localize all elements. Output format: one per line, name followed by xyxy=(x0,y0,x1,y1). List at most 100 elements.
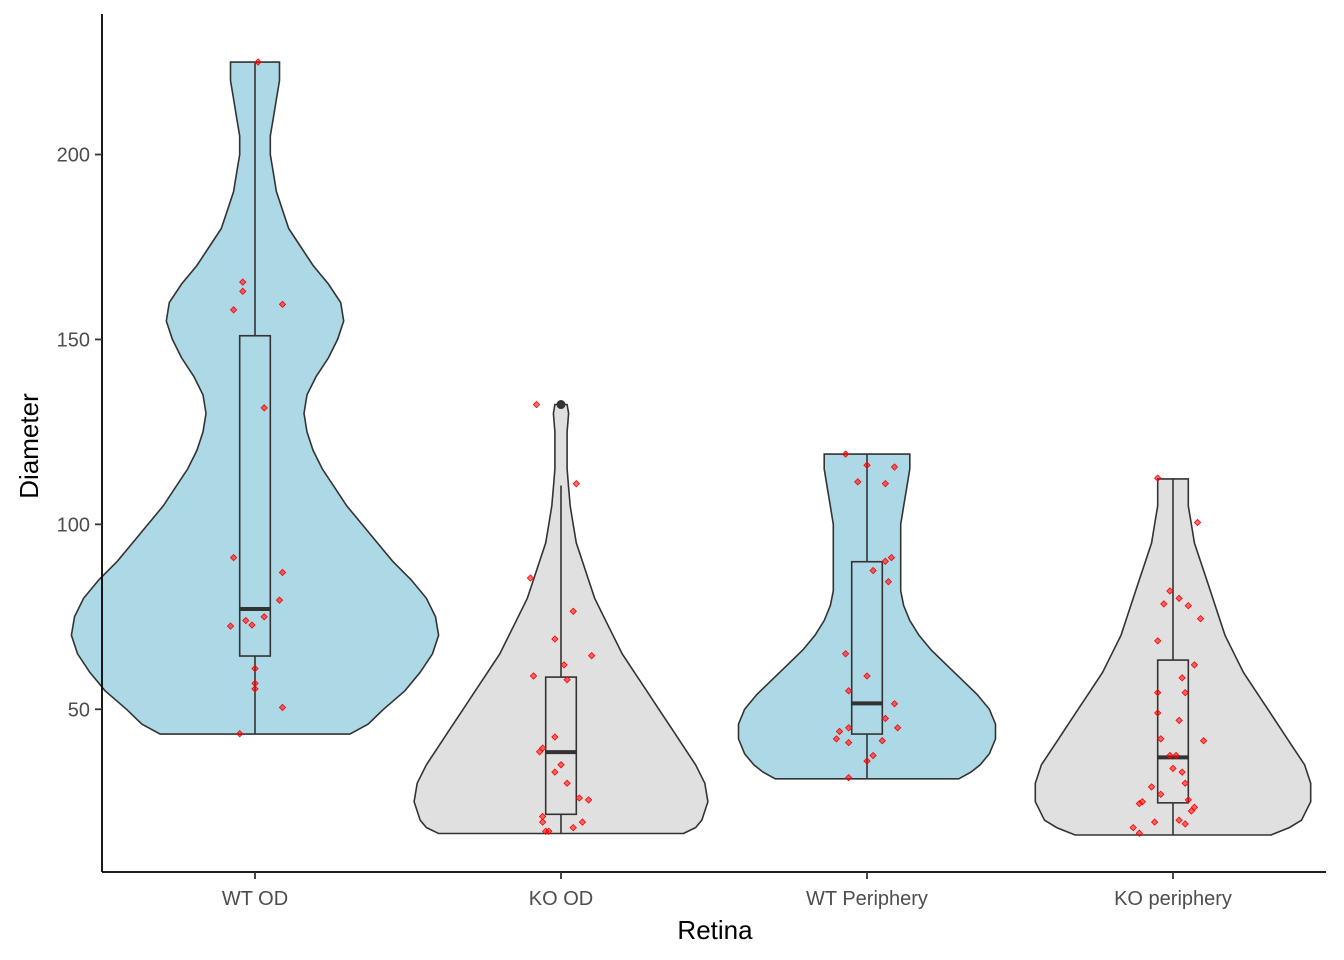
iqr-box xyxy=(544,676,578,816)
data-point xyxy=(575,794,584,802)
data-point xyxy=(251,685,259,693)
data-point xyxy=(538,818,547,826)
data-point xyxy=(1190,661,1199,669)
data-point xyxy=(242,616,250,625)
data-point xyxy=(1193,518,1202,527)
data-point xyxy=(1135,799,1144,808)
data-point xyxy=(1160,600,1168,608)
data-point xyxy=(841,450,850,458)
y-axis-title: Diameter xyxy=(14,393,44,499)
data-point xyxy=(835,727,844,736)
data-point xyxy=(572,480,580,488)
data-point xyxy=(1153,688,1162,697)
data-point xyxy=(278,703,287,712)
data-point xyxy=(584,796,593,804)
data-point xyxy=(560,661,568,669)
data-point xyxy=(1147,783,1156,791)
data-point xyxy=(844,724,853,732)
x-tick-label: KO periphery xyxy=(1114,888,1232,910)
data-point xyxy=(569,823,577,832)
data-point xyxy=(229,553,238,562)
data-point xyxy=(1175,594,1183,603)
data-point xyxy=(844,687,853,695)
data-point xyxy=(1157,790,1165,798)
outlier-point xyxy=(556,400,566,410)
data-point xyxy=(1181,688,1189,697)
data-point xyxy=(1181,779,1189,787)
data-point xyxy=(538,812,547,821)
data-point xyxy=(529,672,538,680)
data-point xyxy=(844,738,853,747)
data-point xyxy=(563,779,571,787)
data-point xyxy=(1166,587,1174,595)
data-point xyxy=(844,774,853,782)
y-tick-label: 150 xyxy=(57,329,90,351)
data-point xyxy=(551,768,559,776)
data-point xyxy=(260,613,268,621)
data-point xyxy=(878,737,886,745)
data-point xyxy=(1196,615,1205,623)
data-point xyxy=(1150,818,1159,826)
data-point xyxy=(1178,674,1186,682)
data-point xyxy=(1157,735,1165,743)
data-point xyxy=(1175,716,1183,725)
data-point xyxy=(1169,764,1177,773)
data-point xyxy=(863,461,871,469)
data-point xyxy=(1178,768,1186,776)
data-point xyxy=(278,300,287,309)
data-point xyxy=(254,58,262,66)
data-point xyxy=(526,574,535,582)
data-point xyxy=(1184,796,1192,804)
x-tick-label: WT Periphery xyxy=(806,888,928,910)
data-point xyxy=(557,761,565,769)
data-point xyxy=(1154,637,1162,645)
data-point xyxy=(251,679,259,688)
data-point xyxy=(248,621,256,629)
boxplot-layer xyxy=(238,62,1190,836)
data-point xyxy=(890,463,899,471)
data-point xyxy=(229,306,238,314)
data-point xyxy=(890,700,899,708)
data-point xyxy=(841,650,850,658)
data-point xyxy=(887,553,896,562)
data-point xyxy=(542,827,550,835)
data-point xyxy=(1129,823,1137,832)
data-point xyxy=(1175,816,1183,824)
iqr-box xyxy=(850,560,884,735)
data-point xyxy=(1181,820,1189,828)
data-point xyxy=(1199,737,1208,745)
data-point xyxy=(1184,602,1192,610)
x-tick-label: WT OD xyxy=(222,888,288,910)
data-point xyxy=(587,651,596,660)
data-point xyxy=(578,818,587,826)
data-point xyxy=(1153,474,1162,482)
data-point xyxy=(563,676,571,684)
data-point xyxy=(260,404,268,412)
data-point xyxy=(239,278,247,286)
data-point xyxy=(569,607,577,615)
data-point xyxy=(278,568,287,577)
data-point xyxy=(236,730,244,738)
data-point xyxy=(1135,829,1144,837)
data-point xyxy=(863,757,871,765)
data-point xyxy=(832,735,841,743)
y-tick-label: 100 xyxy=(57,514,90,536)
data-point xyxy=(863,672,871,680)
iqr-box xyxy=(238,334,272,657)
data-point xyxy=(1187,807,1196,815)
x-axis-title: Retina xyxy=(677,915,753,945)
x-tick-label: KO OD xyxy=(529,888,593,910)
data-point xyxy=(869,566,877,575)
data-point xyxy=(881,557,890,565)
data-point xyxy=(535,748,544,756)
data-point xyxy=(893,724,902,732)
data-point xyxy=(239,287,247,296)
data-point xyxy=(854,478,862,486)
data-point xyxy=(869,751,877,760)
data-point xyxy=(881,479,890,488)
iqr-box xyxy=(1156,659,1190,804)
data-point xyxy=(1172,751,1180,760)
data-point xyxy=(275,596,284,604)
axes-layer: 50 100 150 200 WT OD KO OD WT Periphery KO peri… xyxy=(57,14,1326,910)
